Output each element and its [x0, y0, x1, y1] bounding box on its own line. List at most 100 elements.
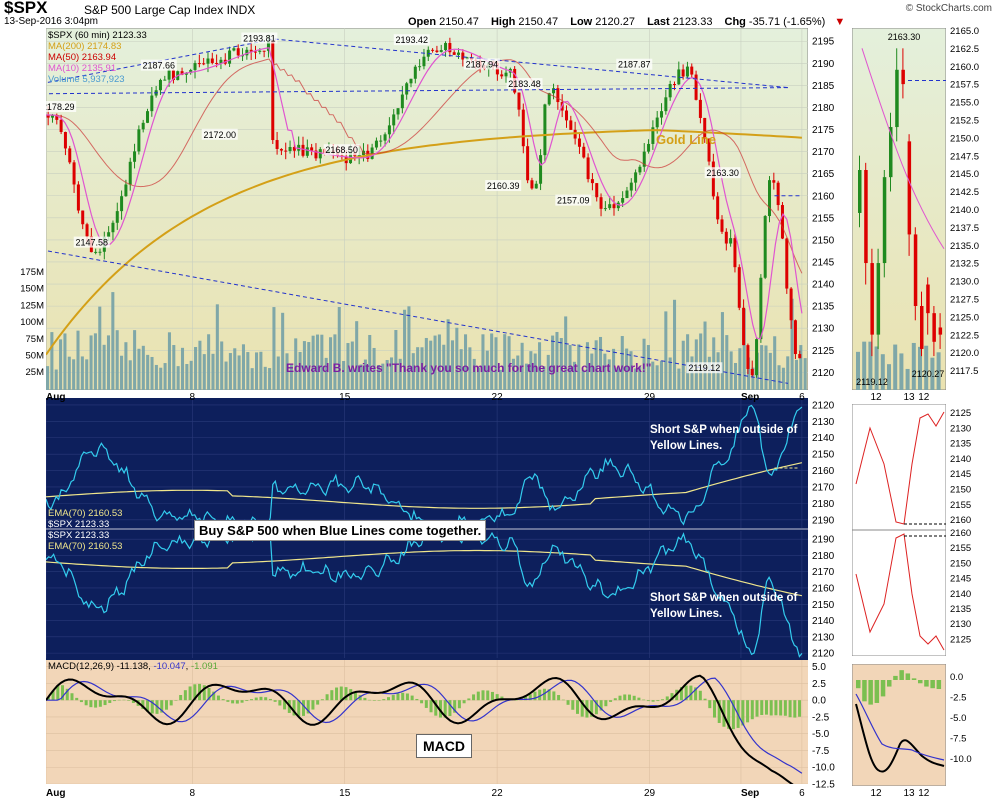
volume-bar	[790, 298, 794, 390]
macd-histogram-bar	[278, 700, 282, 706]
zoom-macd-hist-bar	[880, 680, 886, 697]
zoom-price-tick: 2125.0	[950, 312, 979, 323]
annotation-box	[506, 78, 543, 90]
index-name: S&P 500 Large Cap Index INDX	[84, 3, 255, 17]
zoom-price-tick: 2162.5	[950, 44, 979, 55]
candle-body	[564, 110, 568, 121]
candle-body	[547, 93, 551, 105]
candle-body	[146, 111, 150, 123]
macd-line	[46, 674, 794, 784]
candle-body	[85, 224, 89, 237]
candle-body	[163, 79, 167, 81]
candle-body	[422, 56, 426, 67]
macd-tick-label: -2.5	[812, 712, 830, 723]
candle-body	[711, 161, 715, 197]
x-axis-label-top: Aug	[46, 392, 65, 403]
zoom-osc-tick-upper: 2140	[950, 454, 971, 465]
volume-bar	[150, 356, 154, 390]
volume-bar	[407, 306, 411, 390]
short-note-upper: Short S&P when outside of Yellow Lines.	[650, 422, 797, 454]
candle-body	[318, 149, 322, 159]
macd-histogram-bar	[51, 690, 55, 701]
price-annotation: 2119.12	[686, 362, 723, 374]
volume-bar	[468, 347, 472, 390]
volume-bar	[524, 363, 529, 390]
volume-bar	[642, 338, 646, 390]
legend-ema70-lower: EMA(70) 2160.53	[48, 541, 123, 552]
price-annotation: 2168.50	[323, 144, 360, 156]
volume-bar	[720, 312, 724, 390]
annotation-box	[140, 59, 177, 71]
volume-bar	[294, 338, 298, 390]
price-annotation: 2172.00	[201, 128, 238, 140]
candle-body	[133, 151, 137, 162]
macd-histogram-bar	[571, 700, 575, 710]
macd-histogram-bar	[254, 697, 258, 701]
volume-bar	[629, 351, 633, 390]
zoom-osc-svg	[852, 404, 946, 656]
price-tick-label: 2130	[812, 324, 835, 335]
osc-lower-tick-label: 2120	[812, 649, 835, 660]
zoom-osc-tick-lower: 2130	[950, 619, 971, 630]
macd-histogram-bar	[429, 700, 433, 713]
annotation-box	[201, 128, 238, 140]
candle-body	[210, 58, 214, 63]
candle-body	[690, 66, 694, 75]
volume-bar	[620, 336, 624, 390]
volume-bar	[385, 360, 389, 390]
volume-bar	[276, 356, 280, 390]
macd-histogram-bar	[391, 695, 395, 701]
candle-body	[746, 345, 750, 369]
volume-bar	[659, 360, 664, 390]
volume-bar	[799, 345, 803, 390]
volume-bar	[760, 345, 764, 390]
candle-body	[569, 120, 573, 130]
zoom-volume-bar	[911, 342, 916, 390]
short-note-lower-line1: Short S&P when outside of	[650, 592, 798, 604]
zoom-macd-hist-bar	[893, 675, 898, 680]
volume-bar	[781, 367, 785, 390]
volume-bar	[490, 333, 494, 390]
volume-bar	[259, 351, 263, 390]
price-annotation: 2187.87	[616, 58, 653, 70]
volume-bar	[211, 353, 215, 390]
x-axis-label-bottom: Sep	[741, 788, 759, 799]
osc-lower-tick-label: 2180	[812, 551, 835, 562]
macd-histogram-bar	[623, 694, 627, 701]
ticker-symbol: $SPX	[4, 0, 48, 17]
price-tick-label: 2125	[812, 346, 835, 357]
candle-body	[228, 50, 232, 64]
volume-bar	[315, 334, 320, 390]
zoom-candle-body	[901, 69, 905, 85]
volume-bar	[546, 354, 550, 390]
price-tick-label: 2180	[812, 103, 835, 114]
volume-bar	[281, 312, 285, 390]
candle-body	[379, 140, 383, 142]
zoom-price-tick: 2132.5	[950, 259, 979, 270]
volume-bar	[511, 358, 515, 390]
zoom-macd-hist-bar	[936, 680, 942, 690]
annotation-label: 2178.29	[46, 102, 74, 112]
macd-histogram-bar	[750, 700, 754, 720]
legend-ma200: MA(200) 2174.83	[48, 41, 122, 52]
zoom-macd-hist-bar	[887, 680, 892, 687]
macd-histogram-bar	[783, 700, 787, 716]
macd-histogram-bar	[443, 700, 447, 718]
zoom-macd-svg	[852, 664, 946, 786]
macd-histogram-bar	[524, 696, 528, 701]
macd-legend-macd: -11.138	[116, 661, 149, 672]
annotation-box	[704, 167, 741, 179]
annotation-label: 2187.94	[466, 59, 499, 69]
volume-bar	[503, 334, 507, 390]
volume-bar	[668, 357, 672, 390]
low-value: 2120.27	[595, 16, 635, 28]
osc-upper-tick-label: 2170	[812, 482, 835, 493]
candle-body	[232, 48, 236, 51]
candle-body	[724, 231, 728, 244]
volume-bar	[137, 348, 141, 390]
osc-upper-tick-label: 2140	[812, 433, 835, 444]
low-label: Low	[570, 16, 593, 28]
annotation-label: 2168.50	[325, 145, 358, 155]
macd-histogram-bar	[779, 700, 783, 716]
